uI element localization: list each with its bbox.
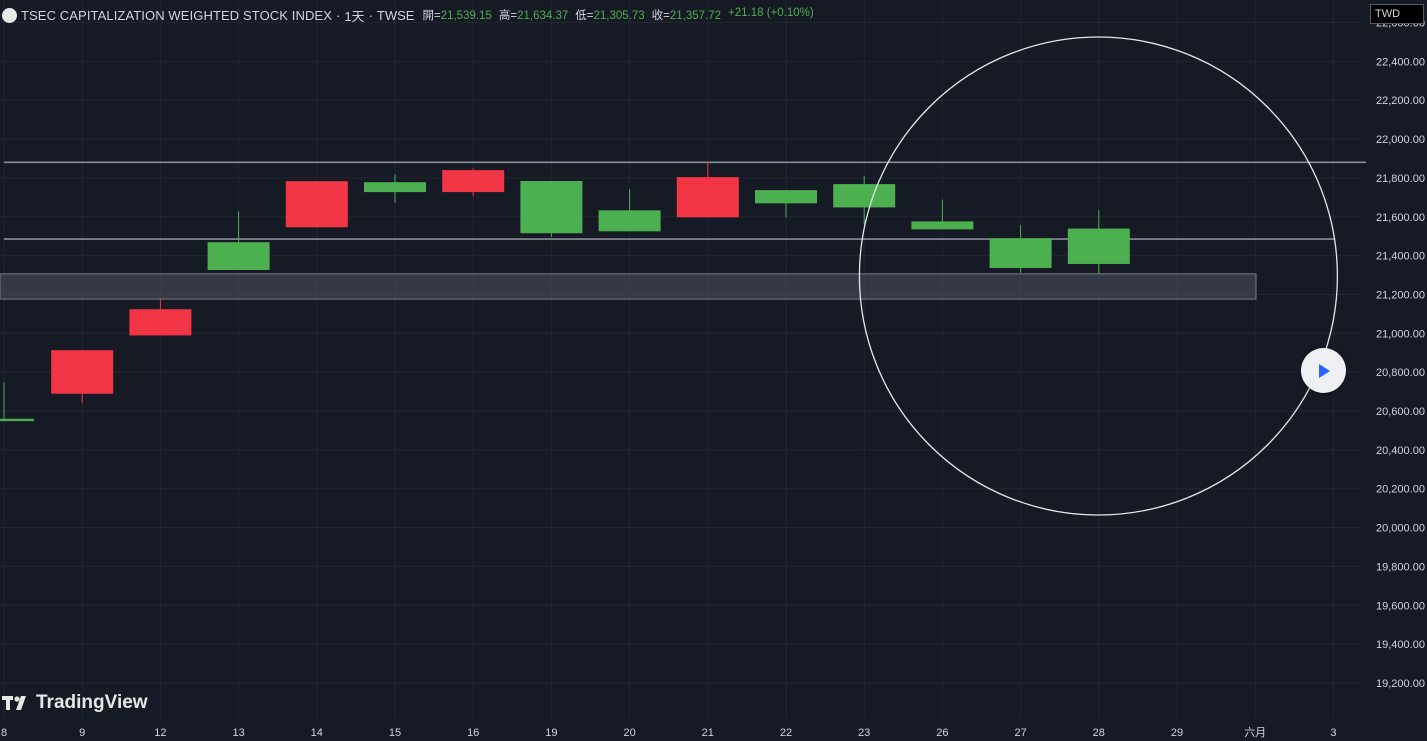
time-tick-label: 9: [79, 727, 85, 739]
legend-separator: ·: [335, 7, 341, 23]
price-tick-label: 22,400.00: [1376, 56, 1425, 68]
candle-body: [51, 350, 114, 394]
legend-separator: ·: [368, 7, 373, 23]
price-tick-label: 22,200.00: [1376, 95, 1425, 107]
candle-body: [1067, 228, 1130, 264]
interval-label: 1天: [344, 8, 365, 24]
circle-annotation-shape[interactable]: [858, 36, 1339, 516]
symbol-name[interactable]: TSEC CAPITALIZATION WEIGHTED STOCK INDEX: [21, 7, 332, 23]
play-icon: [1318, 363, 1330, 378]
tradingview-logo[interactable]: TradingView: [2, 692, 148, 714]
support-zone: [0, 273, 1257, 300]
brand-name: TradingView: [36, 692, 148, 713]
candle[interactable]: [755, 190, 817, 218]
time-tick-label: 29: [1171, 727, 1183, 739]
close-label: 收=: [651, 10, 670, 22]
time-tick-label: 13: [232, 727, 244, 739]
price-tick-label: 21,000.00: [1376, 328, 1425, 340]
high-label: 高=: [498, 10, 518, 22]
candle[interactable]: [833, 176, 896, 225]
candle[interactable]: [989, 225, 1052, 273]
time-tick-label: 六月: [1244, 726, 1266, 739]
time-tick-label: 12: [154, 727, 166, 739]
price-tick-label: 19,600.00: [1376, 600, 1425, 612]
time-tick-label: 15: [389, 727, 401, 739]
exchange-label: TWSE: [376, 7, 415, 23]
open-label: 開=: [422, 10, 441, 22]
price-tick-label: 21,400.00: [1376, 251, 1425, 263]
candle-body: [755, 190, 817, 204]
time-tick-label: 20: [623, 727, 635, 739]
circle-annotation: [858, 36, 1339, 516]
candle[interactable]: [911, 199, 974, 230]
price-tick-label: 20,200.00: [1376, 484, 1425, 496]
candle[interactable]: [0, 382, 34, 422]
time-tick-label: 28: [1093, 727, 1105, 739]
price-tick-label: 19,800.00: [1376, 561, 1425, 573]
candle-body: [911, 221, 974, 230]
time-tick-label: 8: [1, 727, 7, 739]
candle[interactable]: [442, 168, 505, 197]
support-zone-rect[interactable]: [0, 273, 1257, 300]
candle[interactable]: [598, 188, 661, 232]
candle-body: [989, 238, 1052, 269]
change-value: +21.18 (+0.10%): [728, 7, 814, 19]
time-tick-label: 14: [311, 727, 323, 739]
candle-body: [364, 182, 426, 193]
low-label: 低=: [575, 10, 594, 22]
price-tick-label: 22,000.00: [1376, 134, 1425, 146]
candle-body: [207, 242, 270, 270]
tradingview-logo-icon: [2, 696, 26, 710]
candle-body: [0, 418, 34, 422]
candle[interactable]: [676, 162, 739, 218]
price-tick-label: 21,200.00: [1376, 289, 1425, 301]
symbol-legend: TSEC CAPITALIZATION WEIGHTED STOCK INDEX…: [2, 6, 814, 24]
price-tick-label: 20,800.00: [1376, 367, 1425, 379]
candle-body: [833, 184, 896, 208]
currency-button[interactable]: TWD: [1370, 4, 1424, 24]
price-tick-label: 21,600.00: [1376, 212, 1425, 224]
time-tick-label: 23: [858, 727, 870, 739]
grid-lines: [0, 0, 1362, 718]
candles: [0, 162, 1130, 422]
candle[interactable]: [1067, 210, 1130, 274]
scroll-to-realtime-button[interactable]: [1301, 348, 1346, 393]
price-tick-label: 20,000.00: [1376, 523, 1425, 535]
price-tick-label: 19,400.00: [1376, 639, 1425, 651]
candle[interactable]: [129, 298, 192, 336]
candle[interactable]: [364, 174, 426, 204]
time-tick-label: 16: [467, 727, 479, 739]
candle[interactable]: [520, 181, 583, 238]
close-value: 21,357.72: [669, 10, 722, 22]
time-tick-label: 19: [545, 727, 557, 739]
symbol-logo-icon: [2, 7, 17, 23]
high-value: 21,634.37: [517, 10, 569, 22]
low-value: 21,305.73: [593, 10, 645, 22]
candle-body: [520, 181, 583, 234]
candle[interactable]: [285, 181, 348, 228]
price-tick-label: 21,800.00: [1376, 173, 1425, 185]
price-tick-label: 20,400.00: [1376, 445, 1425, 457]
time-tick-label: 26: [936, 727, 948, 739]
price-tick-label: 19,200.00: [1376, 678, 1425, 690]
candle-body: [285, 181, 348, 228]
candle-body: [129, 309, 192, 336]
ohlc-values: 開=21,539.15 高=21,634.37 低=21,305.73 收=21…: [422, 7, 813, 23]
time-axis: 8 9 12 13 14 15 16 19 20 21 22 23 26 27 28 29 六月 3: [1, 726, 1337, 739]
candle-body: [676, 177, 739, 218]
time-tick-label: 22: [780, 727, 792, 739]
time-tick-label: 21: [702, 727, 714, 739]
price-tick-label: 20,600.00: [1376, 406, 1425, 418]
open-value: 21,539.15: [440, 10, 492, 22]
candle[interactable]: [51, 350, 114, 404]
time-tick-label: 3: [1330, 727, 1336, 739]
candle[interactable]: [207, 211, 270, 270]
candle-body: [442, 170, 505, 193]
time-tick-label: 27: [1014, 727, 1026, 739]
candle-body: [598, 210, 661, 232]
price-axis: 19,200.00 19,400.00 19,600.00 19,800.00 20,0…: [1376, 18, 1425, 690]
